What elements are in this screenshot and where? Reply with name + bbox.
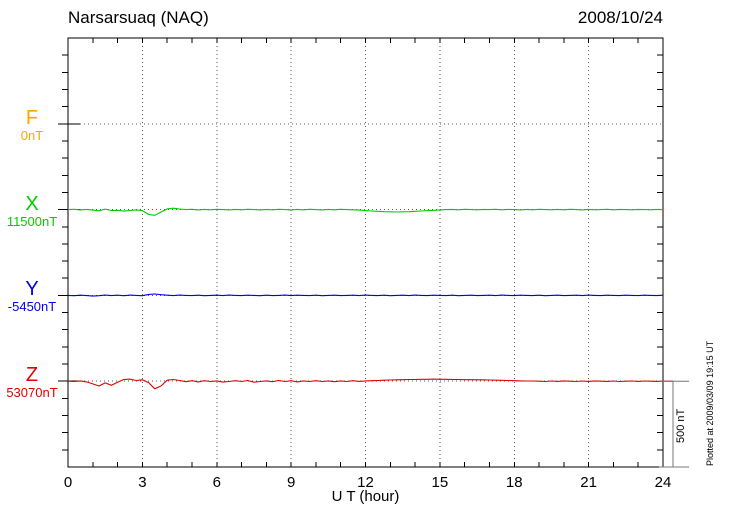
- trace-Z: [67, 378, 673, 390]
- channel-baseline-value-Z: 53070nT: [6, 385, 58, 401]
- x-tick-label: 0: [64, 474, 72, 491]
- scale-bar-label: 500 nT: [675, 408, 687, 443]
- x-tick-label: 18: [506, 474, 523, 491]
- channel-name-Z: Z: [25, 364, 39, 387]
- channel-baseline-value-X: 11500nT: [6, 213, 58, 229]
- x-tick-label: 6: [213, 474, 221, 491]
- channel-name-Y: Y: [25, 278, 39, 301]
- channel-baseline-value-F: 0nT: [20, 127, 44, 143]
- x-tick-label: 21: [580, 474, 597, 491]
- channel-name-F: F: [25, 106, 39, 129]
- x-tick-label: 15: [432, 474, 449, 491]
- x-tick-label: 24: [655, 474, 672, 491]
- channel-baseline-value-Y: -5450nT: [7, 299, 57, 315]
- station-title: Narsarsuaq (NAQ): [68, 8, 209, 27]
- channel-label-X: X 11500nT: [2, 194, 62, 228]
- x-tick-label: 12: [357, 474, 374, 491]
- x-axis-label: U T (hour): [331, 488, 400, 505]
- plot-frame: [67, 37, 664, 468]
- channel-label-F: F 0nT: [2, 108, 62, 142]
- plotted-at-note: Plotted at 2009/03/09 19:15 UT: [705, 340, 715, 466]
- trace-Y: [67, 293, 664, 297]
- channel-name-X: X: [25, 192, 39, 215]
- x-tick-label: 9: [287, 474, 295, 491]
- trace-X: [67, 207, 664, 216]
- plot-date: 2008/10/24: [577, 8, 663, 27]
- x-tick-label: 3: [138, 474, 146, 491]
- channel-label-Y: Y -5450nT: [2, 279, 62, 313]
- channel-label-Z: Z 53070nT: [2, 365, 62, 399]
